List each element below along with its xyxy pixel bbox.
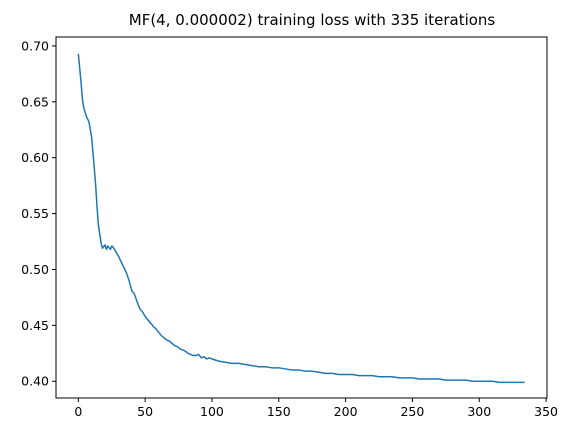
x-axis: 0 50 100 150 200 250 300 350: [74, 398, 558, 419]
y-tick-label: 0.65: [21, 94, 49, 109]
y-tick-label: 0.50: [21, 262, 49, 277]
plot-area-frame: [55, 36, 548, 399]
y-tick-label: 0.40: [21, 374, 49, 389]
x-tick-label: 100: [200, 404, 224, 419]
x-tick-label: 350: [534, 404, 558, 419]
y-axis: 0.40 0.45 0.50 0.55 0.60 0.65 0.70: [21, 38, 56, 389]
y-tick-label: 0.45: [21, 318, 49, 333]
x-tick-label: 200: [334, 404, 358, 419]
x-tick-label: 50: [137, 404, 153, 419]
y-tick-label: 0.55: [21, 206, 49, 221]
y-tick-label: 0.60: [21, 150, 49, 165]
x-tick-label: 300: [467, 404, 491, 419]
y-tick-label: 0.70: [21, 38, 49, 53]
x-tick-label: 150: [267, 404, 291, 419]
x-tick-label: 0: [74, 404, 82, 419]
x-tick-label: 250: [400, 404, 424, 419]
training-loss-line: [77, 53, 525, 384]
chart-title: MF(4, 0.000002) training loss with 335 i…: [129, 11, 496, 29]
